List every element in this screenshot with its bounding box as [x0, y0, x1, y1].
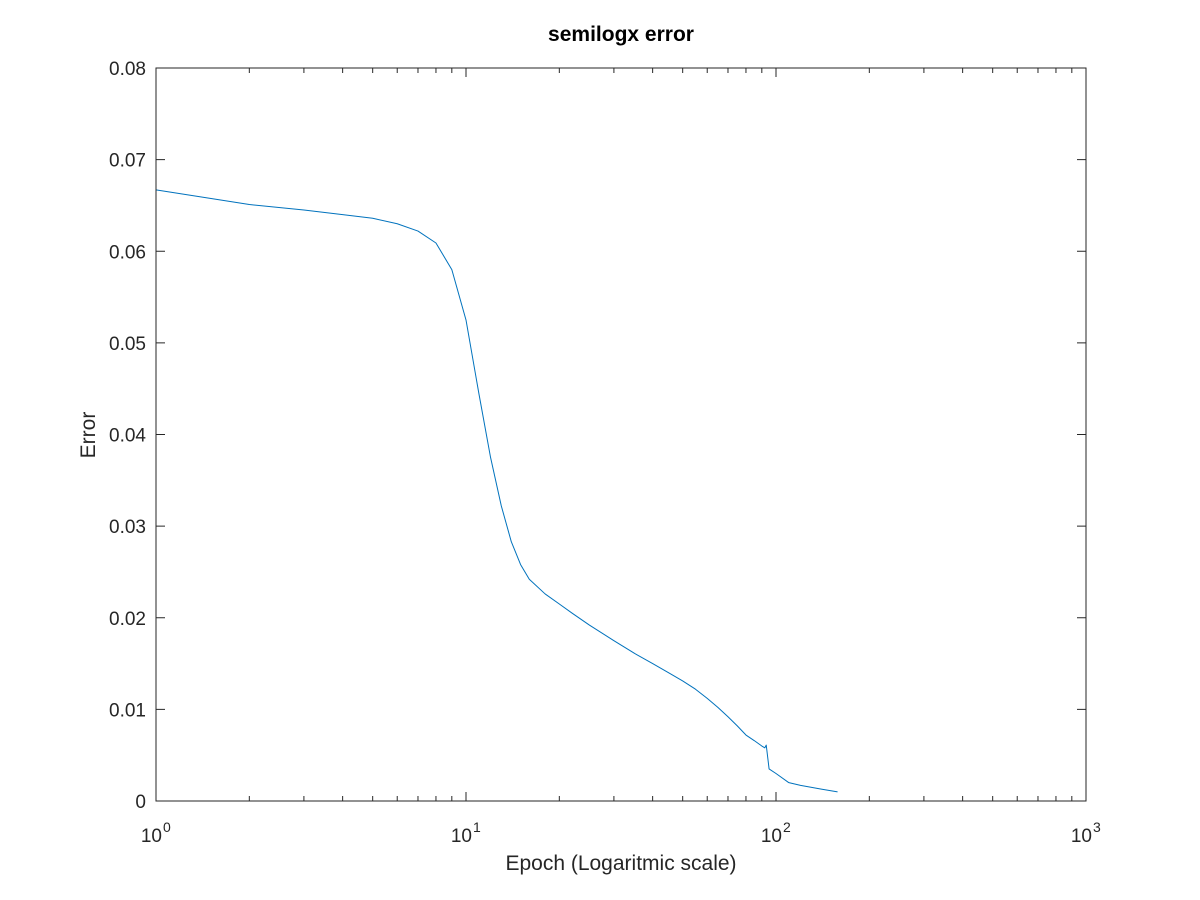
x-tick-label-exponent: 2	[783, 819, 791, 835]
y-tick-label: 0.01	[109, 700, 146, 721]
y-tick-label: 0.08	[109, 59, 146, 80]
x-tick-label-base: 10	[1071, 826, 1092, 847]
x-tick-label-exponent: 1	[473, 819, 481, 835]
y-tick-label: 0.02	[109, 609, 146, 630]
x-axis-label: Epoch (Logaritmic scale)	[505, 852, 736, 875]
x-tick-label: 10 2	[761, 819, 791, 847]
y-tick-label: 0.07	[109, 151, 146, 172]
y-tick-label: 0	[135, 792, 146, 813]
y-tick-label: 0.03	[109, 517, 146, 538]
axes-box	[155, 67, 1087, 802]
x-tick-label-exponent: 0	[163, 819, 171, 835]
plot-area	[156, 68, 1086, 801]
series-line-error	[155, 189, 838, 793]
x-tick-label-exponent: 3	[1093, 819, 1101, 835]
x-tick-labels: 10 0 10 1 10 2 10 3	[141, 819, 1101, 847]
chart-title: semilogx error	[548, 23, 694, 46]
y-tick-label: 0.05	[109, 334, 146, 355]
x-tick-label: 10 1	[451, 819, 481, 847]
x-tick-label-base: 10	[761, 826, 782, 847]
x-tick-label-base: 10	[451, 826, 472, 847]
y-axis-label: Error	[77, 412, 100, 459]
y-tick-labels: 0 0.01 0.02 0.03 0.04 0.05 0.06 0.07 0.08	[109, 59, 146, 813]
x-tick-label-base: 10	[141, 826, 162, 847]
x-tick-label: 10 3	[1071, 819, 1101, 847]
y-tick-label: 0.04	[109, 426, 146, 447]
x-tick-label: 10 0	[141, 819, 171, 847]
y-tick-label: 0.06	[109, 242, 146, 263]
series-layer	[155, 189, 838, 793]
